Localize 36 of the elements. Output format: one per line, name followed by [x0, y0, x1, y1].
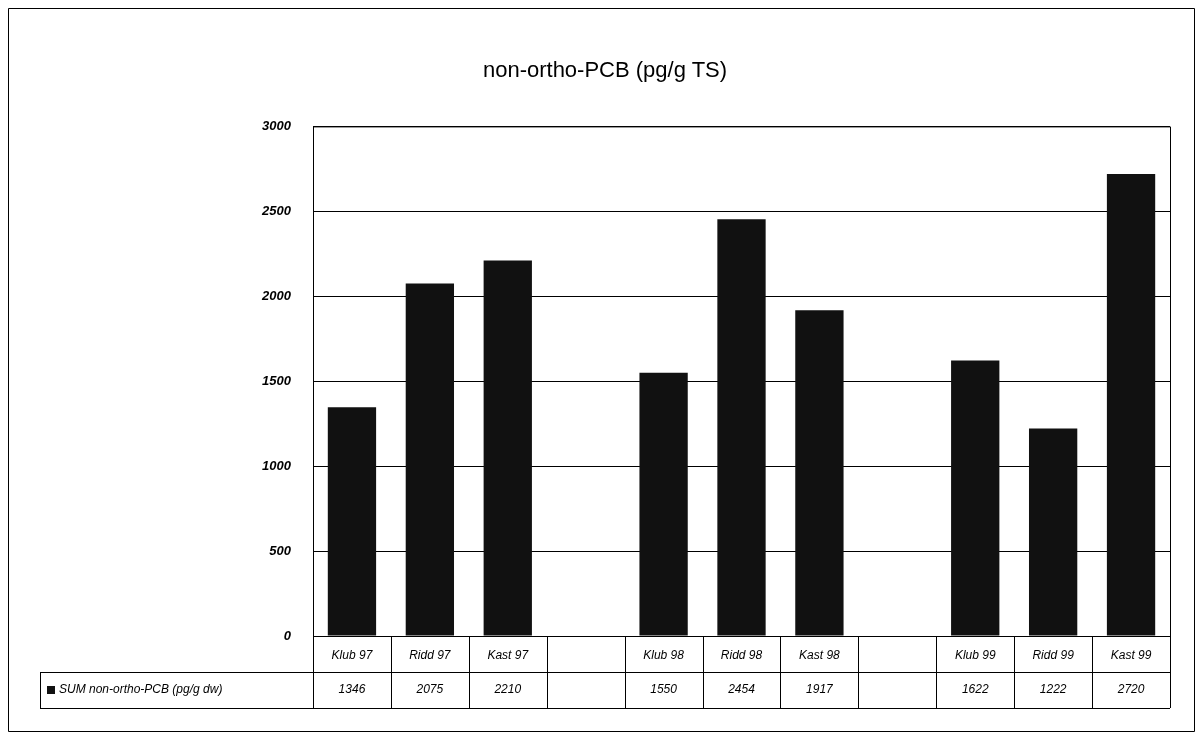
- y-tick-label: 3000: [262, 117, 292, 133]
- bar: [639, 372, 688, 636]
- bar: [1028, 428, 1078, 636]
- bar: [327, 407, 377, 636]
- y-tick-label: 500: [269, 542, 292, 558]
- y-tick-label: 1000: [262, 457, 292, 473]
- data-label: 2075: [415, 682, 444, 697]
- data-label: 1622: [961, 682, 989, 697]
- y-tick-label: 2500: [261, 202, 292, 218]
- y-tick-label: 2000: [261, 287, 292, 303]
- x-tick-label: Ridd 98: [720, 647, 763, 662]
- x-tick-label: Klub 99: [954, 647, 996, 662]
- chart-title: non-ortho-PCB (pg/g TS): [482, 57, 728, 83]
- x-tick-label: Klub 98: [643, 647, 685, 662]
- bar: [483, 260, 532, 636]
- bar: [717, 219, 766, 636]
- data-label: 1550: [650, 682, 678, 697]
- data-label: 2454: [727, 682, 756, 697]
- data-label: 1917: [806, 682, 835, 697]
- bar: [1106, 173, 1156, 636]
- data-label: 2720: [1116, 682, 1145, 697]
- legend-label: SUM non-ortho-PCB (pg/g dw): [59, 682, 223, 697]
- x-tick-label: Kast 99: [1110, 647, 1152, 662]
- data-label: 1346: [338, 682, 366, 697]
- y-tick-label: 1500: [262, 372, 292, 388]
- x-tick-label: Kast 97: [487, 647, 530, 662]
- y-tick-label: 0: [283, 627, 292, 643]
- bar: [405, 283, 455, 636]
- x-tick-label: Ridd 97: [409, 647, 452, 662]
- bar: [951, 360, 1000, 636]
- data-label: 2210: [493, 682, 522, 697]
- data-label: 1222: [1039, 682, 1067, 697]
- x-tick-label: Ridd 99: [1032, 647, 1075, 662]
- x-tick-label: Klub 97: [331, 647, 374, 662]
- x-tick-label: Kast 98: [799, 647, 841, 662]
- bar: [795, 310, 844, 636]
